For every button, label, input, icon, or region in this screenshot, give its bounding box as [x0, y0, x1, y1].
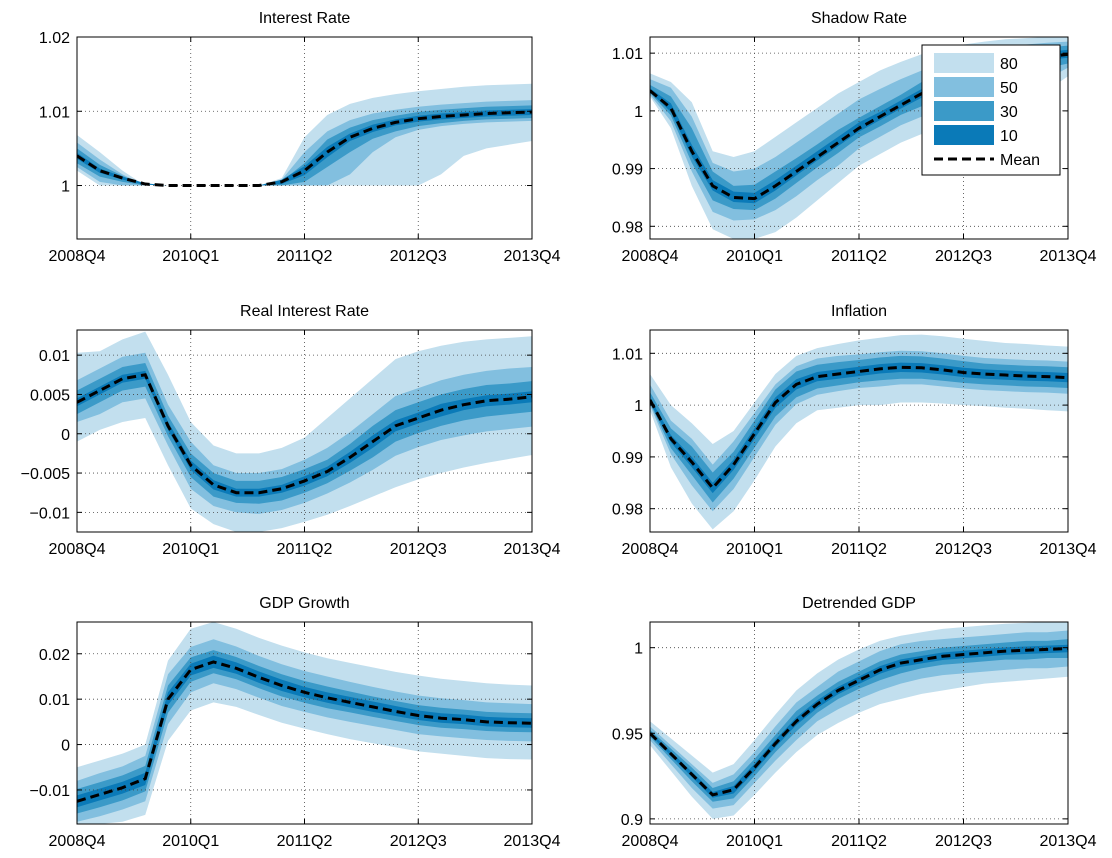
x-tick-label: 2010Q1 [162, 833, 219, 850]
band-10 [650, 362, 1068, 494]
legend-label: 50 [1000, 80, 1018, 97]
chart-title: Real Interest Rate [240, 303, 369, 320]
chart-title: Shadow Rate [811, 10, 907, 27]
x-tick-label: 2012Q3 [390, 833, 447, 850]
x-tick-label: 2010Q1 [162, 541, 219, 558]
mean-line [650, 365, 1068, 491]
y-tick-label: −0.01 [30, 783, 71, 800]
band-10 [77, 109, 532, 186]
panel-2: 2008Q4 2010Q1 2011Q2 2012Q3 2013Q4 −0.01 −0.00… [21, 303, 561, 558]
mean-line [650, 647, 1068, 797]
y-tick-label: 0.02 [39, 647, 70, 664]
band-50 [77, 639, 532, 822]
band-10 [77, 655, 532, 808]
x-tick-label: 2008Q4 [49, 248, 106, 265]
panel-5: 2008Q4 2010Q1 2011Q2 2012Q3 2013Q4 0.9 0.95 1 De… [612, 595, 1097, 850]
x-tick-label: 2012Q3 [935, 248, 992, 265]
x-tick-label: 2013Q4 [504, 833, 561, 850]
y-tick-label: 0.99 [612, 450, 643, 467]
legend-label: 80 [1000, 56, 1018, 73]
y-tick-label: −0.005 [21, 466, 70, 483]
legend-swatch-50 [934, 77, 994, 97]
y-tick-label: 1.01 [39, 104, 70, 121]
panel-0: 2008Q4 2010Q1 2011Q2 2012Q3 2013Q4 1 1.01 1.02 I… [39, 10, 561, 265]
x-tick-label: 2011Q2 [831, 541, 887, 558]
x-tick-label: 2011Q2 [831, 833, 887, 850]
y-tick-label: 1 [634, 641, 643, 658]
legend-swatch-80 [934, 53, 994, 73]
x-tick-label: 2010Q1 [726, 248, 783, 265]
y-tick-label: 1 [61, 179, 70, 196]
band-10 [650, 49, 1068, 204]
y-tick-label: 1 [634, 104, 643, 121]
x-tick-label: 2010Q1 [726, 833, 783, 850]
x-tick-label: 2012Q3 [390, 541, 447, 558]
y-tick-label: 1.01 [612, 46, 643, 63]
y-tick-label: 0.98 [612, 219, 643, 236]
x-tick-label: 2012Q3 [935, 541, 992, 558]
x-tick-label: 2008Q4 [622, 833, 679, 850]
legend-swatch-10 [934, 125, 994, 145]
y-tick-label: 0.01 [39, 348, 70, 365]
y-tick-label: −0.01 [30, 505, 71, 522]
legend-label: 10 [1000, 128, 1018, 145]
x-tick-label: 2011Q2 [277, 833, 333, 850]
x-tick-label: 2008Q4 [49, 541, 106, 558]
legend: 80 50 30 10 Mean [921, 44, 1061, 176]
chart-title: Interest Rate [259, 10, 351, 27]
chart-title: GDP Growth [259, 595, 349, 612]
x-tick-label: 2010Q1 [162, 248, 219, 265]
x-tick-label: 2008Q4 [49, 833, 106, 850]
x-tick-label: 2011Q2 [831, 248, 887, 265]
band-30 [650, 639, 1068, 802]
x-tick-label: 2012Q3 [935, 833, 992, 850]
panel-4: 2008Q4 2010Q1 2011Q2 2012Q3 2013Q4 −0.01 0 0.01… [30, 595, 561, 850]
panel-3: 2008Q4 2010Q1 2011Q2 2012Q3 2013Q4 0.98 0.99 1 1… [612, 303, 1097, 558]
mean-line [77, 373, 532, 495]
legend-label: 30 [1000, 104, 1018, 121]
band-30 [650, 355, 1068, 503]
y-tick-label: 0.01 [39, 692, 70, 709]
y-tick-label: 0 [61, 427, 70, 444]
legend-swatch-30 [934, 101, 994, 121]
x-tick-label: 2013Q4 [504, 541, 561, 558]
legend-label: Mean [1000, 152, 1040, 169]
chart-title: Detrended GDP [802, 595, 916, 612]
x-tick-label: 2011Q2 [277, 248, 333, 265]
y-tick-label: 0.99 [612, 162, 643, 179]
x-tick-label: 2011Q2 [277, 541, 333, 558]
x-tick-label: 2013Q4 [1040, 833, 1097, 850]
y-tick-label: 0.9 [621, 812, 643, 829]
x-tick-label: 2013Q4 [1040, 248, 1097, 265]
y-tick-label: 1 [634, 398, 643, 415]
mean-line [77, 660, 532, 803]
y-tick-label: 1.01 [612, 346, 643, 363]
y-tick-label: 0.005 [30, 387, 70, 404]
x-tick-label: 2010Q1 [726, 541, 783, 558]
y-tick-label: 0 [61, 738, 70, 755]
x-tick-label: 2008Q4 [622, 248, 679, 265]
y-tick-label: 1.02 [39, 30, 70, 47]
x-tick-label: 2012Q3 [390, 248, 447, 265]
x-tick-label: 2013Q4 [504, 248, 561, 265]
x-tick-label: 2013Q4 [1040, 541, 1097, 558]
y-tick-label: 0.98 [612, 502, 643, 519]
x-tick-label: 2008Q4 [622, 541, 679, 558]
y-tick-label: 0.95 [612, 726, 643, 743]
chart-title: Inflation [831, 303, 887, 320]
